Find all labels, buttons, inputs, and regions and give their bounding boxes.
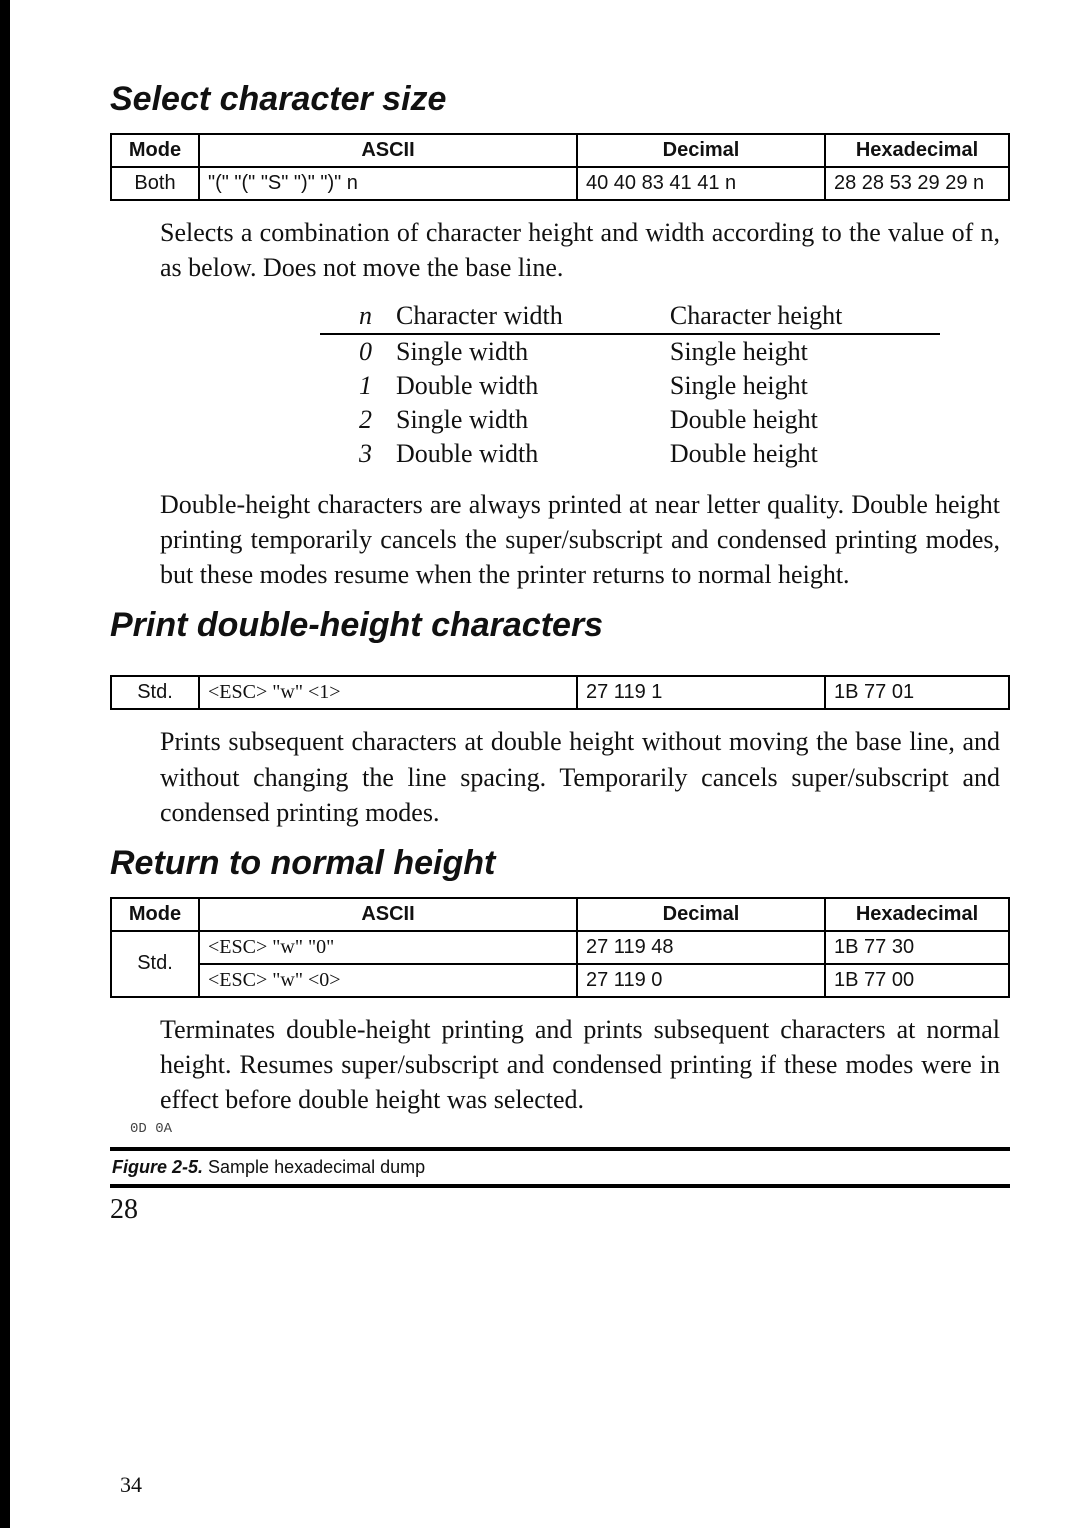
section3-cmd-table: Mode ASCII Decimal Hexadecimal Std. <ESC…	[110, 897, 1010, 998]
cell-ascii: <ESC> "w" <1>	[199, 676, 577, 709]
section2-para: Prints subsequent characters at double h…	[110, 724, 1010, 829]
cell-ascii: <ESC> "w" <0>	[199, 964, 577, 997]
th-hex: Hexadecimal	[825, 134, 1009, 167]
cell-dec: 27 119 0	[577, 964, 825, 997]
section1-para2: Double-height characters are always prin…	[110, 487, 1010, 592]
cell-dec: 40 40 83 41 41 n	[577, 167, 825, 200]
cell-dec: 27 119 1	[577, 676, 825, 709]
table-row: 1 Double width Single height	[320, 369, 940, 403]
table-row: 0 Single width Single height	[320, 334, 940, 369]
table-row: <ESC> "w" <0> 27 119 0 1B 77 00	[111, 964, 1009, 997]
cell-mode: Std.	[111, 676, 199, 709]
cell-hex: 28 28 53 29 29 n	[825, 167, 1009, 200]
figure-text: Sample hexadecimal dump	[203, 1157, 425, 1177]
table-row: Std. <ESC> "w" <1> 27 119 1 1B 77 01	[111, 676, 1009, 709]
figure-caption: Figure 2-5. Sample hexadecimal dump	[110, 1147, 1010, 1188]
table-row: n Character width Character height	[320, 299, 940, 334]
cell-hex: 1B 77 00	[825, 964, 1009, 997]
page: Select character size Mode ASCII Decimal…	[0, 0, 1080, 1528]
th-dec: Decimal	[577, 898, 825, 931]
section1-cmd-table: Mode ASCII Decimal Hexadecimal Both "(" …	[110, 133, 1010, 201]
section1-title: Select character size	[110, 80, 1010, 119]
th-mode: Mode	[111, 134, 199, 167]
table-row: Std. <ESC> "w" "0" 27 119 48 1B 77 30	[111, 931, 1009, 964]
hdr-n: n	[320, 299, 384, 334]
cell-dec: 27 119 48	[577, 931, 825, 964]
section2-title: Print double-height characters	[110, 606, 1010, 645]
hex-dump-line: 0D 0A	[130, 1121, 1010, 1137]
th-hex: Hexadecimal	[825, 898, 1009, 931]
cell-hex: 1B 77 30	[825, 931, 1009, 964]
th-mode: Mode	[111, 898, 199, 931]
cell-hex: 1B 77 01	[825, 676, 1009, 709]
table-row: Both "(" "(" "S" ")" ")" n 40 40 83 41 4…	[111, 167, 1009, 200]
page-number: 28	[110, 1194, 1010, 1226]
cell-mode: Std.	[111, 931, 199, 997]
figure-label: Figure 2-5.	[112, 1157, 203, 1177]
th-ascii: ASCII	[199, 898, 577, 931]
th-dec: Decimal	[577, 134, 825, 167]
section1-para1: Selects a combination of character heigh…	[110, 215, 1010, 285]
cell-mode: Both	[111, 167, 199, 200]
table-row: 2 Single width Double height	[320, 403, 940, 437]
char-size-table: n Character width Character height 0 Sin…	[320, 299, 940, 471]
cell-ascii: "(" "(" "S" ")" ")" n	[199, 167, 577, 200]
section2-cmd-table: Std. <ESC> "w" <1> 27 119 1 1B 77 01	[110, 675, 1010, 710]
corner-mark: 34	[120, 1472, 142, 1498]
hdr-ch: Character height	[658, 299, 940, 334]
th-ascii: ASCII	[199, 134, 577, 167]
hdr-cw: Character width	[384, 299, 658, 334]
section3-title: Return to normal height	[110, 844, 1010, 883]
table-row: 3 Double width Double height	[320, 437, 940, 471]
cell-ascii: <ESC> "w" "0"	[199, 931, 577, 964]
section3-para: Terminates double-height printing and pr…	[110, 1012, 1010, 1117]
